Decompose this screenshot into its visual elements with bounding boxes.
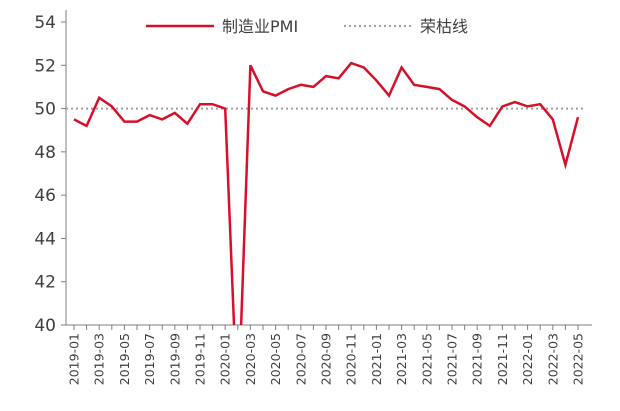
x-tick-label: 2020-03: [243, 333, 258, 385]
x-tick-label: 2019-03: [92, 333, 107, 385]
x-tick-label: 2022-01: [520, 333, 535, 385]
legend-label-pmi: 制造业PMI: [222, 17, 298, 36]
y-tick-label: 40: [34, 316, 56, 336]
x-tick-label: 2021-07: [445, 333, 460, 385]
x-tick-label: 2021-11: [495, 333, 510, 385]
x-tick-label: 2022-05: [571, 333, 586, 385]
y-tick-label: 46: [34, 186, 56, 206]
x-tick-label: 2019-01: [67, 333, 82, 385]
x-tick-label: 2020-07: [293, 333, 308, 385]
y-tick-label: 48: [34, 143, 56, 163]
x-tick-label: 2019-05: [117, 333, 132, 385]
x-tick-label: 2022-03: [545, 333, 560, 385]
x-tick-label: 2019-09: [167, 333, 182, 385]
x-tick-label: 2020-05: [268, 333, 283, 385]
x-tick-label: 2021-05: [419, 333, 434, 385]
series-layer: [73, 61, 580, 325]
y-tick-label: 52: [34, 56, 56, 76]
legend-label-threshold: 荣枯线: [420, 17, 468, 36]
y-tick-label: 44: [34, 229, 56, 249]
x-tick-label: 2021-01: [369, 333, 384, 385]
x-tick-label: 2020-09: [319, 333, 334, 385]
x-tick-label: 2021-09: [470, 333, 485, 385]
chart-axes: 40 42 44 46 48 50 52 54 2019-01 2019-03 2019-05 201…: [34, 10, 592, 385]
chart-legend: 制造业PMI 荣枯线: [146, 17, 468, 36]
x-tick-label: 2019-07: [142, 333, 157, 385]
x-tick-label: 2021-03: [394, 333, 409, 385]
y-tick-label: 42: [34, 273, 56, 293]
y-tick-label: 50: [34, 100, 56, 120]
y-tick-label: 54: [34, 13, 56, 33]
x-tick-label: 2020-11: [344, 333, 359, 385]
x-tick-label: 2019-11: [193, 333, 208, 385]
x-tick-label: 2020-01: [218, 333, 233, 385]
